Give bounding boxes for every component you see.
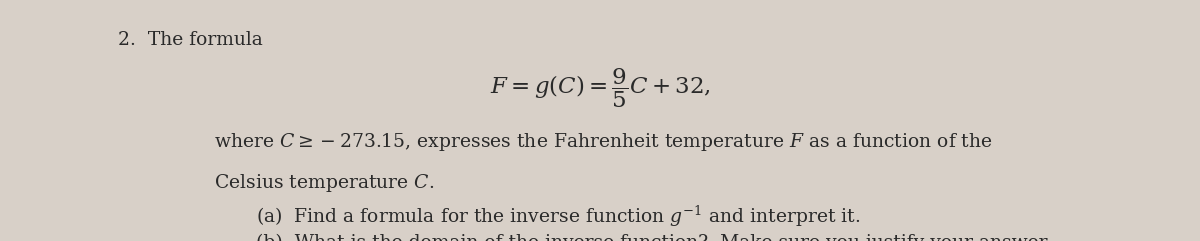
Text: 2.  The formula: 2. The formula <box>118 31 263 49</box>
Text: Celsius temperature $C$.: Celsius temperature $C$. <box>214 172 434 194</box>
Text: $F = g(C) = \dfrac{9}{5}C + 32,$: $F = g(C) = \dfrac{9}{5}C + 32,$ <box>490 66 710 110</box>
Text: (b)  What is the domain of the inverse function?  Make sure you justify your ans: (b) What is the domain of the inverse fu… <box>256 234 1048 241</box>
Text: (a)  Find a formula for the inverse function $g^{-1}$ and interpret it.: (a) Find a formula for the inverse funct… <box>256 204 860 229</box>
Text: where $C \geq -273.15$, expresses the Fahrenheit temperature $F$ as a function o: where $C \geq -273.15$, expresses the Fa… <box>214 131 992 153</box>
